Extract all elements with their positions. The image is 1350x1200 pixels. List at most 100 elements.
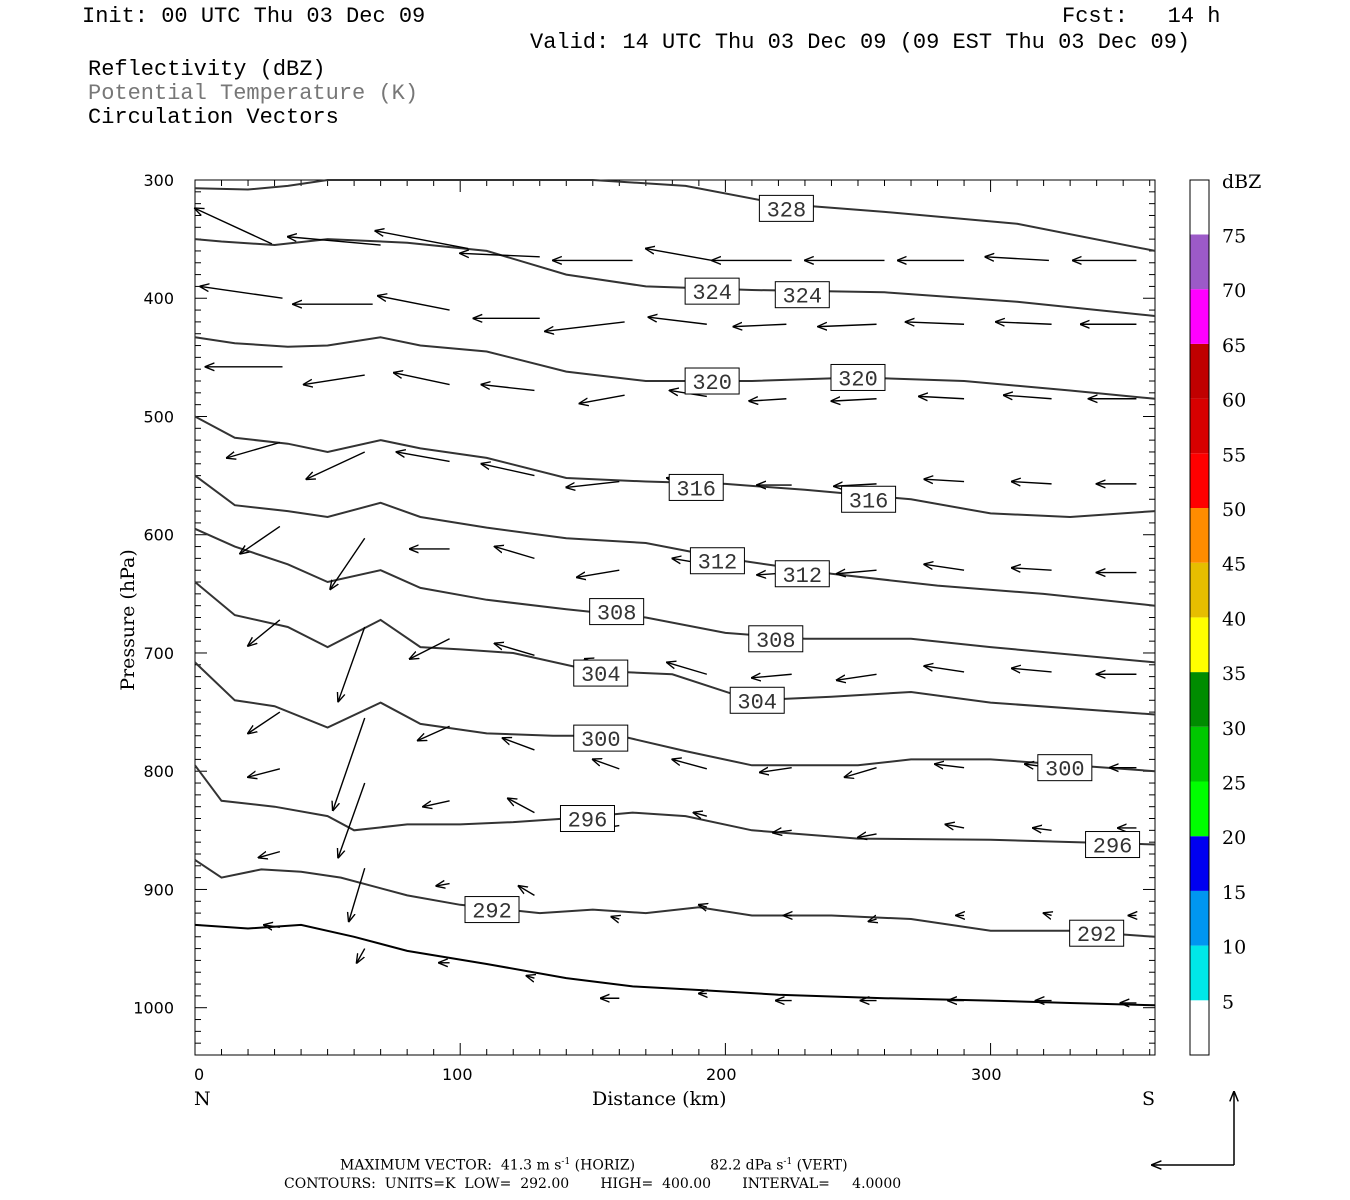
contour-label-box <box>559 805 615 833</box>
circulation-vector <box>460 253 540 257</box>
y-tick-label: 900 <box>143 880 174 899</box>
circulation-vector <box>519 886 535 896</box>
circulation-vector <box>481 464 535 477</box>
contour-label: 316 <box>676 477 716 502</box>
field-reflectivity-label: Reflectivity (dBZ) <box>88 57 326 82</box>
colorbar-label: 50 <box>1222 499 1246 521</box>
circulation-vector <box>1012 568 1052 570</box>
circulation-vector <box>593 759 620 770</box>
contour-label-box <box>573 724 629 752</box>
contour-label-box <box>774 281 830 309</box>
colorbar-bin <box>1190 672 1209 727</box>
y-axis-title: Pressure (hPa) <box>117 549 139 691</box>
contour-label: 296 <box>1093 835 1133 860</box>
x-tick-0: 0 <box>194 1065 204 1084</box>
contour-label: 304 <box>737 690 777 715</box>
circulation-vector <box>394 373 450 386</box>
circulation-vector <box>924 479 965 481</box>
circulation-vector <box>646 249 713 262</box>
colorbar-label: 15 <box>1222 882 1246 904</box>
contour-label-box <box>573 659 629 687</box>
contour-label: 300 <box>581 728 621 753</box>
colorbar-bin <box>1190 836 1209 891</box>
theta-contour-line <box>194 415 1156 519</box>
theta-contour-line <box>194 238 1156 317</box>
circulation-vector <box>760 768 792 773</box>
circulation-vector <box>259 852 281 858</box>
circulation-vector <box>495 644 535 657</box>
y-tick-label: 700 <box>143 644 174 663</box>
circulation-vector <box>397 452 450 463</box>
valid-time: Valid: 14 UTC Thu 03 Dec 09 (09 EST Thu … <box>530 30 1191 55</box>
y-tick-label: 500 <box>143 407 174 426</box>
circulation-vector <box>906 322 965 324</box>
colorbar-label: 60 <box>1222 390 1246 412</box>
circulation-vector <box>749 399 787 401</box>
circulation-vector <box>672 759 708 770</box>
x-tick-300: 300 <box>971 1065 1002 1084</box>
contour-label-box <box>841 485 897 513</box>
colorbar-bin <box>1190 180 1209 235</box>
contour-label: 328 <box>767 198 807 223</box>
colorbar-label: 10 <box>1222 937 1246 959</box>
circulation-vector <box>667 662 708 675</box>
circulation-vector <box>577 569 620 577</box>
contour-label-box <box>1085 831 1141 859</box>
contour-label: 316 <box>849 489 889 514</box>
circulation-vector <box>227 441 281 458</box>
contour-label: 292 <box>1077 923 1117 948</box>
circulation-vector <box>436 884 450 886</box>
contour-label: 312 <box>782 564 822 589</box>
colorbar-bin <box>1190 617 1209 673</box>
circulation-vector <box>195 208 273 245</box>
colorbar-bin <box>1190 945 1209 1001</box>
circulation-vector <box>924 666 965 673</box>
circulation-vector <box>837 673 877 680</box>
circulation-vectors <box>195 208 1136 1003</box>
circulation-vector <box>495 547 535 560</box>
y-tick-label: 300 <box>143 171 174 190</box>
contour-label-box <box>748 625 804 653</box>
circulation-vector <box>375 231 469 250</box>
circulation-vector <box>935 764 965 768</box>
theta-contour-line <box>194 474 1156 607</box>
colorbar-bin <box>1190 726 1209 782</box>
contour-label: 304 <box>581 663 621 688</box>
circulation-vector <box>924 564 965 571</box>
contour-label: 308 <box>756 629 796 654</box>
circulation-vector <box>1044 913 1052 915</box>
circulation-vector <box>773 830 792 832</box>
colorbar-label: 5 <box>1222 991 1234 1013</box>
circulation-vector <box>338 782 366 857</box>
colorbar-label: 70 <box>1222 280 1246 302</box>
circulation-vector <box>1012 482 1052 484</box>
circulation-vector <box>752 674 792 678</box>
circulation-vector <box>503 738 535 751</box>
colorbar-bin <box>1190 398 1209 454</box>
circulation-vector <box>837 570 877 574</box>
circulation-vector <box>423 800 450 807</box>
circulation-vector <box>580 394 625 403</box>
axis-tick-labels: 300 400 500 600 700 800 900 1000 <box>133 171 174 1018</box>
circulation-vector <box>200 286 283 299</box>
contour-label-box <box>729 686 785 714</box>
x-tick-200: 200 <box>706 1065 737 1084</box>
field-circulation-vectors-label: Circulation Vectors <box>88 105 339 130</box>
colorbar-bin <box>1190 890 1209 946</box>
circulation-vector <box>349 867 366 921</box>
colorbar-label: 35 <box>1222 663 1246 685</box>
colorbar-bin <box>1190 234 1209 290</box>
circulation-vector <box>996 322 1052 324</box>
plot-frame <box>194 179 1156 1056</box>
circulation-vector <box>818 324 877 326</box>
theta-contour-line <box>194 179 1156 252</box>
circulation-vector <box>919 396 965 398</box>
colorbar-label: 20 <box>1222 827 1246 849</box>
circulation-vector <box>845 766 877 777</box>
circulation-vector <box>418 725 450 740</box>
circulation-vector <box>648 317 707 325</box>
colorbar-bin <box>1190 1000 1209 1055</box>
contour-label-box <box>589 598 645 626</box>
contour-label: 308 <box>597 602 637 627</box>
